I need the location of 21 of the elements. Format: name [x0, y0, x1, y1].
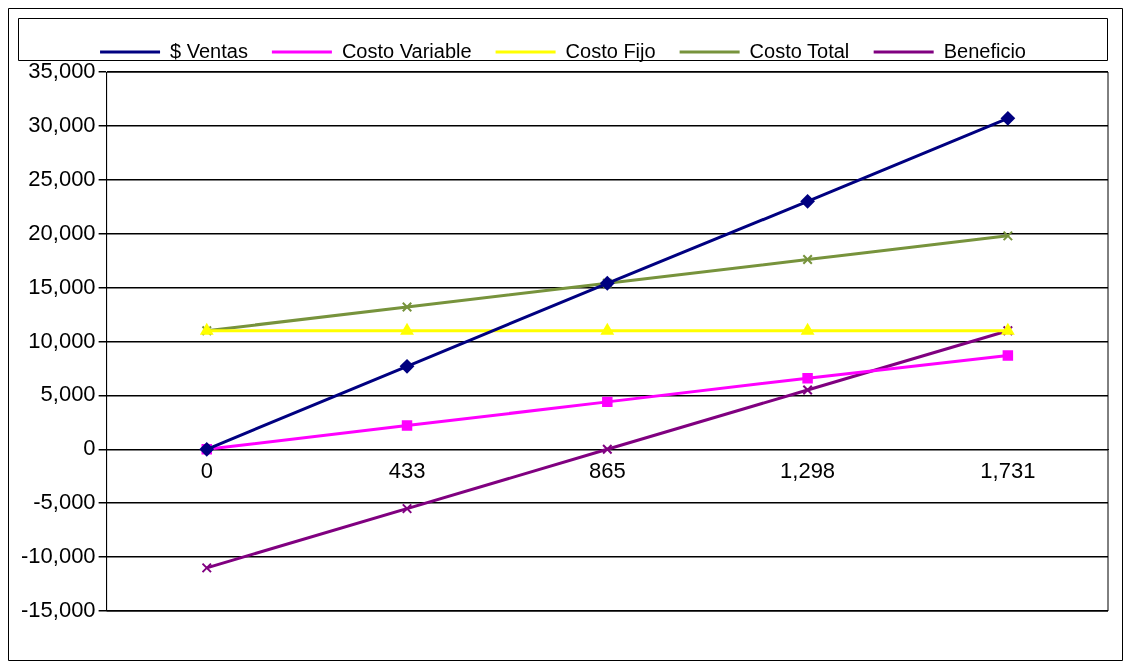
x-tick-label: 1,731 — [980, 457, 1036, 483]
y-tick-label: -15,000 — [20, 597, 96, 623]
y-tick-label: 20,000 — [28, 219, 96, 245]
y-tick-label: 35,000 — [28, 58, 96, 84]
legend-label: Costo Fijo — [565, 39, 656, 62]
y-tick-label: 25,000 — [28, 165, 96, 191]
y-tick-label: -5,000 — [33, 489, 96, 515]
legend-label: Costo Variable — [341, 39, 472, 62]
y-tick-label: 10,000 — [28, 327, 96, 353]
legend-label: Costo Total — [749, 39, 850, 62]
y-tick-label: 5,000 — [40, 381, 96, 407]
x-tick-label: 0 — [200, 457, 213, 483]
x-tick-label: 433 — [388, 457, 426, 483]
x-tick-label: 865 — [588, 457, 626, 483]
legend-label: Beneficio — [943, 39, 1026, 62]
y-tick-label: 0 — [83, 435, 96, 461]
y-tick-label: 15,000 — [28, 273, 96, 299]
legend-label: $ Ventas — [170, 39, 248, 62]
y-tick-label: -10,000 — [20, 543, 96, 569]
y-tick-label: 30,000 — [28, 111, 96, 137]
x-tick-label: 1,298 — [780, 457, 836, 483]
